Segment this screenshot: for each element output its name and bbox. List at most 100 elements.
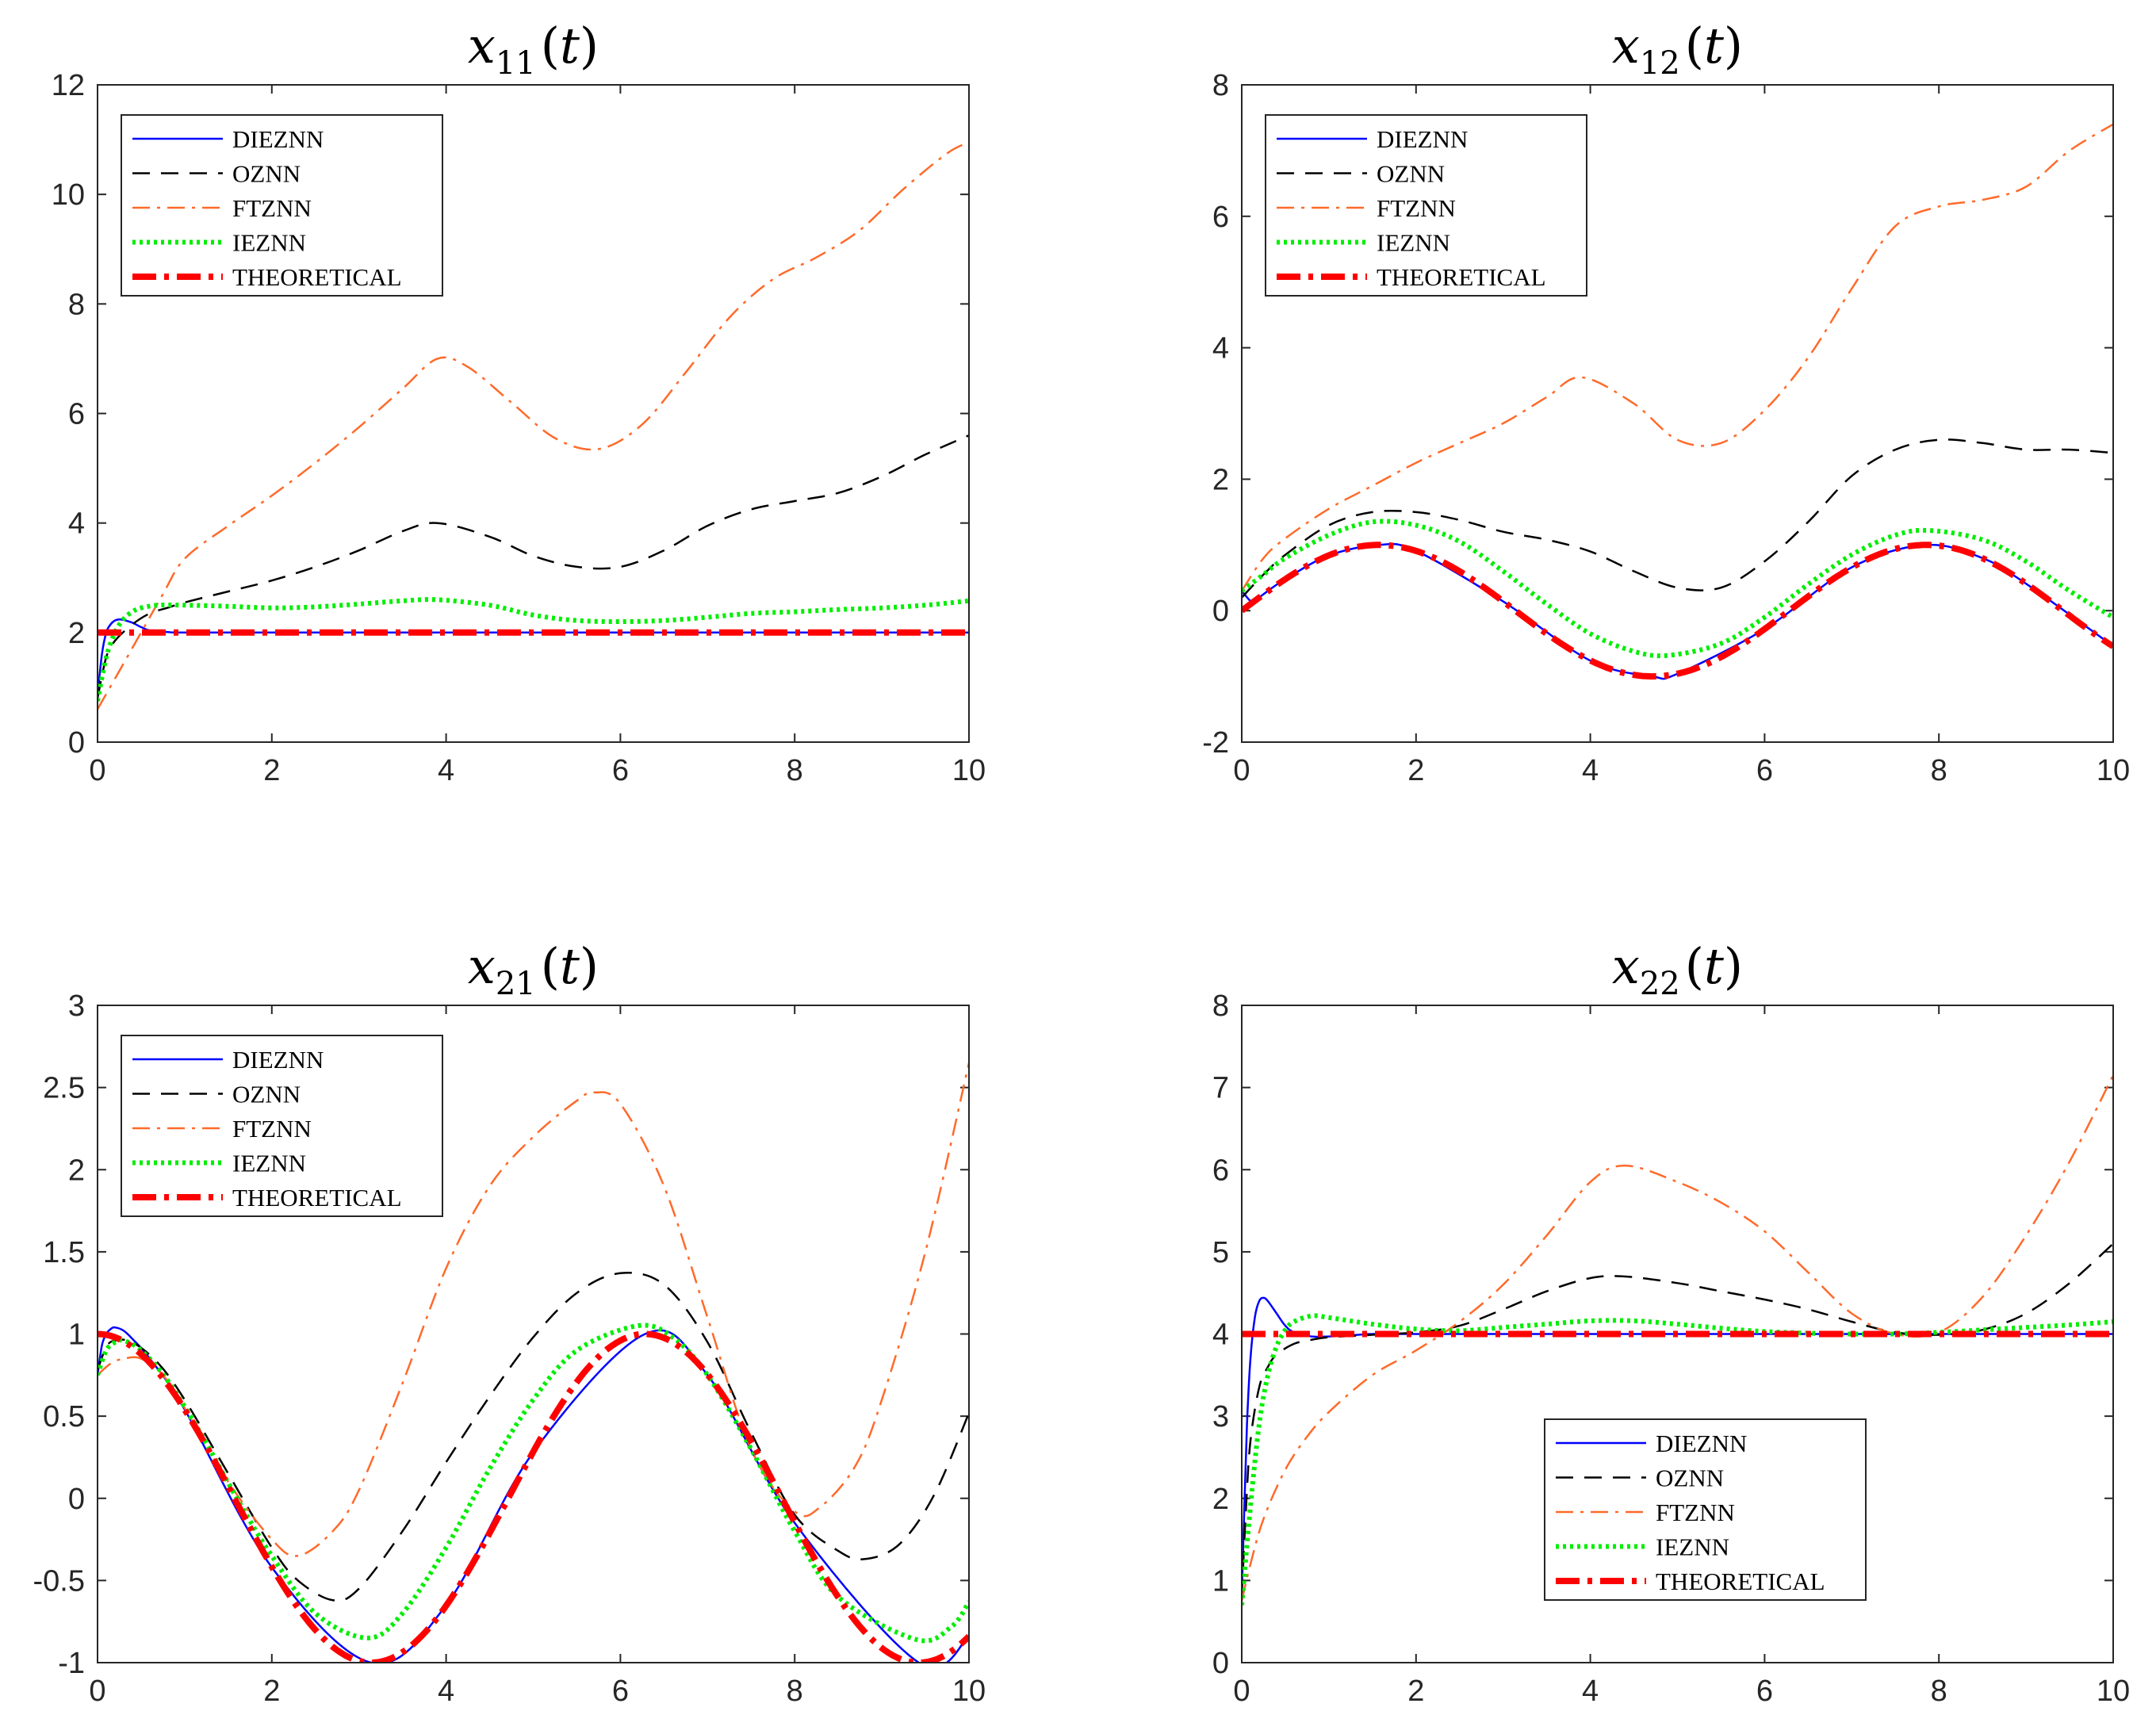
y-tick-label: 4 [1212, 332, 1229, 366]
y-tick-label: 5 [1212, 1236, 1229, 1269]
y-tick-label: 8 [1212, 989, 1229, 1023]
x-tick-label: 0 [1233, 1675, 1250, 1708]
legend-label-ieznn: IEZNN [232, 1150, 306, 1177]
series-line-theoretical [1242, 542, 2113, 680]
x-tick-label: 4 [438, 1675, 454, 1708]
legend-label-ftznn: FTZNN [1656, 1499, 1735, 1526]
y-tick-label: 2 [1212, 1483, 1229, 1516]
legend-label-oznn: OZNN [232, 1081, 301, 1108]
x-tick-label: 8 [787, 1675, 803, 1708]
legend-label-ieznn: IEZNN [1377, 229, 1450, 257]
x-tick-label: 4 [438, 754, 454, 787]
x-tick-label: 2 [263, 1675, 280, 1708]
legend-label-dieznn: DIEZNN [1377, 125, 1468, 153]
legend-label-theoretical: THEORETICAL [1377, 263, 1546, 291]
series-line-oznn [1242, 438, 2113, 599]
y-tick-label: 0 [68, 1483, 85, 1516]
y-tick-label: 3 [68, 989, 85, 1023]
x-tick-label: 0 [1233, 754, 1250, 787]
y-tick-label: 8 [68, 288, 85, 321]
y-tick-label: 1.5 [43, 1236, 85, 1269]
series-line-ftznn [1242, 1074, 2113, 1602]
legend-label-dieznn: DIEZNN [232, 1046, 324, 1074]
x-tick-label: 0 [89, 1675, 105, 1708]
series-line-theoretical [98, 1330, 969, 1663]
legend-box [121, 1035, 443, 1217]
plot-area [98, 141, 969, 710]
x-tick-label: 6 [1756, 1675, 1773, 1708]
x-tick-label: 8 [1931, 1675, 1947, 1708]
x-tick-label: 8 [1931, 754, 1947, 787]
chart-panel-12: 0 2 4 6 8 10-202468x12(t)DIEZNNOZNNFTZNNIEZNN… [1202, 17, 2130, 787]
series-line-ieznn [1242, 519, 2113, 659]
legend-label-oznn: OZNN [1656, 1464, 1724, 1492]
chart-title: x21(t) [468, 937, 599, 1002]
y-tick-label: 1 [1212, 1564, 1229, 1598]
legend-label-ieznn: IEZNN [232, 229, 306, 257]
legend-label-dieznn: DIEZNN [1656, 1430, 1747, 1457]
plot-area [1242, 123, 2113, 680]
chart-panel-11: 0 2 4 6 8 10 0 2 4 6 8 10 12 x11(t) DIEZNN OZNN FTZNN IEZ… [52, 17, 986, 787]
axes-outline [97, 1005, 970, 1663]
legend-label-dieznn: DIEZNN [232, 125, 324, 153]
y-tick-label: -0.5 [33, 1564, 85, 1598]
x-tick-label: 6 [612, 1675, 629, 1708]
y-tick-label: 2 [1212, 463, 1229, 496]
y-tick-label: 0.5 [43, 1400, 85, 1434]
x-tick-label: 10 [2097, 1675, 2130, 1708]
y-tick-label: 12 [52, 69, 85, 102]
x-tick-label: 6 [612, 754, 629, 787]
legend: DIEZNN OZNN FTZNN IEZNN THEORETICAL [1544, 1418, 1867, 1601]
y-tick-label: 2 [68, 617, 85, 650]
series-line-ftznn [1242, 123, 2113, 591]
y-tick-label: 7 [1212, 1072, 1229, 1105]
plot-area [98, 1062, 969, 1663]
legend-label-theoretical: THEORETICAL [232, 1184, 402, 1212]
legend-box [1265, 114, 1587, 297]
legend-label-ftznn: FTZNN [232, 194, 312, 222]
y-tick-label: -2 [1202, 726, 1229, 760]
y-tick-label: 0 [1212, 1647, 1229, 1680]
legend-label-ieznn: IEZNN [1656, 1533, 1729, 1561]
x-tick-label: 2 [1407, 754, 1424, 787]
x-tick-label: 6 [1756, 754, 1773, 787]
axes-outline [1241, 1005, 2114, 1663]
y-tick-label: 4 [68, 507, 85, 541]
chart-title: x11(t) [468, 17, 599, 82]
legend: DIEZNN OZNN FTZNN IEZNN THEORETICAL [1265, 114, 1587, 297]
legend-label-theoretical: THEORETICAL [1656, 1567, 1825, 1595]
series-line-ftznn [98, 1062, 969, 1557]
legend-box [121, 114, 443, 297]
chart-title: x12(t) [1612, 17, 1743, 82]
y-tick-label: -1 [58, 1647, 85, 1680]
chart-panel-22: 0 2 4 6 8 10 0 1 2 3 4 5 6 7 8 x22(t) DIEZNN OZNN FTZNN IEZ… [1212, 937, 2130, 1708]
x-tick-label: 4 [1582, 1675, 1599, 1708]
legend-label-ftznn: FTZNN [1377, 194, 1456, 222]
x-tick-label: 10 [952, 1675, 986, 1708]
legend-label-oznn: OZNN [232, 160, 301, 188]
legend-box [1544, 1418, 1867, 1601]
y-tick-label: 8 [1212, 69, 1229, 102]
chart-title: x22(t) [1612, 937, 1743, 1002]
legend-label-ftznn: FTZNN [232, 1115, 312, 1143]
x-tick-label: 4 [1582, 754, 1599, 787]
legend: DIEZNN OZNN FTZNN IEZNN THEORETICAL [121, 1035, 443, 1217]
x-tick-label: 2 [1407, 1675, 1424, 1708]
legend-label-theoretical: THEORETICAL [232, 263, 402, 291]
y-tick-label: 4 [1212, 1319, 1229, 1352]
x-tick-label: 0 [89, 754, 105, 787]
y-tick-label: 6 [68, 398, 85, 431]
series-line-oznn [98, 434, 969, 699]
y-tick-label: 6 [1212, 201, 1229, 234]
x-tick-label: 2 [263, 754, 280, 787]
legend-label-oznn: OZNN [1377, 160, 1445, 188]
axes-outline [1241, 84, 2114, 743]
plot-area [1242, 1074, 2113, 1606]
y-tick-label: 2.5 [43, 1072, 85, 1105]
x-tick-label: 10 [952, 754, 986, 787]
chart-panel-21: 0 2 4 6 8 10 -1 -0.5 0 0.5 1 1.5 2 2.5 3 x21(t) DIEZNN OZ… [33, 937, 986, 1708]
y-tick-label: 0 [68, 726, 85, 760]
y-tick-label: 0 [1212, 595, 1229, 628]
x-tick-label: 8 [787, 754, 803, 787]
